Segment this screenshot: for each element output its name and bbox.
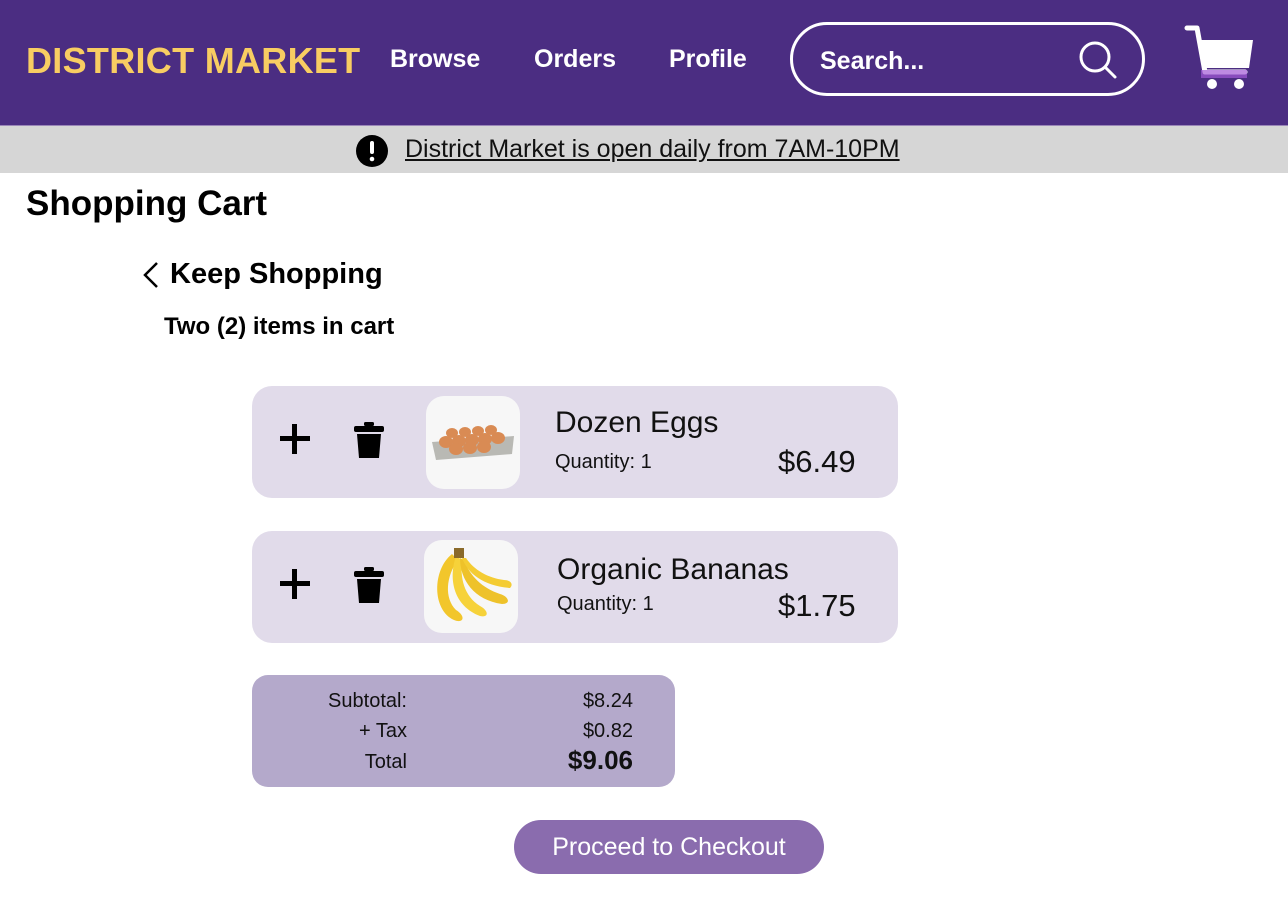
tax-value: $0.82 bbox=[582, 720, 633, 742]
item-price: $6.49 bbox=[778, 444, 856, 479]
item-name: Organic Bananas bbox=[557, 553, 789, 586]
subtotal-value: $8.24 bbox=[582, 690, 633, 712]
chevron-left-icon bbox=[143, 261, 158, 288]
page-title: Shopping Cart bbox=[26, 184, 268, 223]
search-placeholder: Search... bbox=[820, 47, 925, 75]
nav-orders[interactable]: Orders bbox=[534, 45, 616, 73]
nav-browse[interactable]: Browse bbox=[390, 45, 481, 73]
plus-icon[interactable] bbox=[278, 567, 312, 601]
search-input[interactable]: Search... bbox=[790, 22, 1145, 96]
item-quantity: Quantity: 1 bbox=[557, 593, 654, 615]
item-name: Dozen Eggs bbox=[555, 406, 719, 439]
total-value: $9.06 bbox=[567, 745, 633, 775]
hours-link[interactable]: District Market is open daily from 7AM-1… bbox=[405, 135, 900, 163]
cart-item: Dozen Eggs Quantity: 1 $6.49 bbox=[252, 386, 898, 498]
item-quantity: Quantity: 1 bbox=[555, 451, 652, 473]
top-nav-bar: DISTRICT MARKET Browse Orders Profile Se… bbox=[0, 0, 1288, 125]
keep-shopping-label: Keep Shopping bbox=[170, 258, 383, 290]
order-summary: Subtotal: $8.24 + Tax $0.82 Total $9.06 bbox=[252, 675, 675, 787]
proceed-to-checkout-button[interactable]: Proceed to Checkout bbox=[514, 820, 824, 874]
subtotal-label: Subtotal: bbox=[328, 690, 407, 712]
trash-icon[interactable] bbox=[352, 420, 386, 460]
cart-item: Organic Bananas Quantity: 1 $1.75 bbox=[252, 531, 898, 643]
cart-icon[interactable] bbox=[1183, 24, 1257, 94]
exclamation-circle-icon bbox=[356, 135, 388, 167]
logo[interactable]: DISTRICT MARKET bbox=[26, 40, 361, 81]
item-price: $1.75 bbox=[778, 588, 856, 623]
total-label: Total bbox=[364, 751, 407, 773]
search-icon[interactable] bbox=[1077, 39, 1119, 81]
bananas-image bbox=[424, 540, 518, 633]
tax-label: + Tax bbox=[359, 720, 407, 742]
plus-icon[interactable] bbox=[278, 422, 312, 456]
keep-shopping-link[interactable]: Keep Shopping bbox=[142, 258, 383, 291]
eggs-image bbox=[426, 396, 520, 489]
cart-item-count: Two (2) items in cart bbox=[164, 313, 395, 340]
info-banner: District Market is open daily from 7AM-1… bbox=[0, 125, 1288, 173]
trash-icon[interactable] bbox=[352, 565, 386, 605]
nav-profile[interactable]: Profile bbox=[669, 45, 747, 73]
